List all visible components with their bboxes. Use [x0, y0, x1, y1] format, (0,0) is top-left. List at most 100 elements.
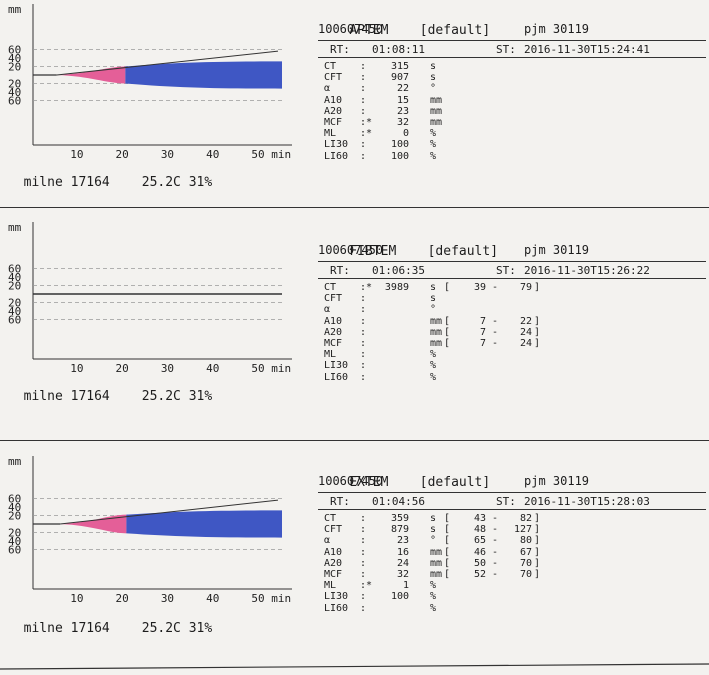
param-range-high: 22	[519, 315, 532, 327]
param-range-high: 127	[513, 524, 532, 536]
aptem-id-row: 100607450 pjm 30119	[318, 22, 706, 36]
param-unit: °	[430, 304, 437, 316]
clot-amplitude-segment	[125, 61, 283, 89]
param-value: 24	[396, 557, 409, 569]
param-separator: :	[360, 72, 367, 84]
fibtem-param-row: ML:%	[318, 349, 706, 360]
param-unit: %	[430, 360, 437, 372]
aptem-rt-label: RT:	[330, 43, 350, 56]
section-divider	[0, 207, 709, 208]
param-value: 100	[390, 591, 409, 603]
param-value: 879	[390, 524, 409, 536]
fibtem-st-value: 2016-11-30T15:26:22	[524, 264, 650, 277]
fibtem-rt-value: 01:06:35	[372, 264, 425, 277]
param-separator: :	[360, 293, 367, 305]
x-tick-label: 20	[116, 148, 129, 161]
param-name: CFT	[324, 72, 343, 84]
extem-rt-label: RT:	[330, 495, 350, 508]
param-unit: mm	[430, 546, 443, 558]
param-range-open-bracket: [	[444, 568, 451, 580]
param-unit: mm	[430, 568, 443, 580]
clot-amplitude-segment	[126, 510, 282, 538]
x-tick-label: 30	[161, 592, 174, 605]
param-range-close-bracket: ]	[534, 326, 541, 338]
y-unit-label: mm	[8, 455, 22, 468]
extem-param-row: ML:* 1%	[318, 580, 706, 591]
extem-param-row: LI30: 100%	[318, 591, 706, 602]
param-range-close-bracket: ]	[534, 282, 541, 293]
y-tick-label: 60	[8, 44, 21, 57]
param-value: 1	[402, 580, 409, 592]
fibtem-id-row: 100607450 pjm 30119	[318, 243, 706, 257]
param-name: α	[324, 535, 331, 547]
param-range-dash: -	[492, 282, 499, 293]
fibtem-mode: [default]	[427, 244, 499, 259]
x-tick-label: 40	[206, 592, 219, 605]
param-range-open-bracket: [	[444, 326, 451, 338]
param-unit: %	[430, 591, 437, 603]
param-unit: %	[430, 150, 437, 162]
aptem-st-label: ST:	[496, 43, 516, 56]
param-range-low: 7	[479, 337, 486, 349]
extem-footer-temp: 25.2C 31%	[141, 621, 213, 636]
aptem-parameters: CT: 315 s CFT: 907 s α: 22 ° A10: 15 mm A20: 23 mm MCF:…	[318, 58, 706, 162]
param-unit: mm	[430, 94, 443, 106]
param-value: 907	[390, 72, 409, 84]
param-range-open-bracket: [	[444, 315, 451, 327]
fibtem-param-row: LI30:%	[318, 360, 706, 371]
extem-operator: pjm 30119	[524, 474, 590, 488]
fibtem-title-row: FIBTEM [default]	[318, 229, 706, 259]
y-tick-label: 40	[8, 271, 21, 284]
param-name: α	[324, 304, 331, 316]
y-tick-label: 60	[8, 263, 21, 276]
param-range-low: 43	[473, 513, 486, 524]
param-separator: :	[360, 315, 367, 327]
param-range-open-bracket: [	[444, 282, 451, 293]
param-separator: :	[360, 557, 367, 569]
y-unit-label: mm	[8, 221, 22, 234]
y-tick-label: 60	[8, 493, 21, 506]
param-range-close-bracket: ]	[534, 337, 541, 349]
aptem-time-row: RT: 01:08:11 ST: 2016-11-30T15:24:41	[318, 40, 706, 58]
param-range-open-bracket: [	[444, 535, 451, 547]
param-range-close-bracket: ]	[534, 568, 541, 580]
extem-footer-name: milne 17164	[23, 621, 110, 636]
aptem-param-row: LI30: 100%	[318, 139, 706, 150]
param-range-close-bracket: ]	[534, 557, 541, 569]
x-tick-label: 50 min	[251, 148, 291, 161]
extem-time-row: RT: 01:04:56 ST: 2016-11-30T15:28:03	[318, 492, 706, 510]
param-range-high: 79	[519, 282, 532, 293]
y-tick-label: 60	[8, 95, 21, 108]
param-name: A10	[324, 315, 343, 327]
param-range-low: 65	[473, 535, 486, 547]
fibtem-param-row: LI60:%	[318, 372, 706, 383]
param-separator: :	[360, 546, 367, 558]
x-tick-label: 40	[206, 148, 219, 161]
extem-test-name: EXTEM	[349, 475, 389, 490]
param-name: CFT	[324, 524, 343, 536]
page-bottom-rule	[0, 663, 709, 670]
param-separator: :	[360, 61, 367, 72]
param-unit: mm	[430, 326, 443, 338]
param-name: ML	[324, 580, 337, 592]
param-unit: °	[430, 535, 437, 547]
param-range-dash: -	[492, 315, 499, 327]
param-name: A20	[324, 326, 343, 338]
fibtem-param-row: CT:* 3989 s 39- 79 []	[318, 282, 706, 293]
param-range-open-bracket: [	[444, 557, 451, 569]
y-tick-label: 20	[8, 510, 21, 523]
param-value: 32	[396, 568, 409, 580]
x-tick-label: 50 min	[251, 592, 291, 605]
param-unit: s	[430, 61, 437, 72]
param-value: 23	[396, 535, 409, 547]
reference-curve	[56, 50, 279, 76]
y-unit-label: mm	[8, 3, 22, 16]
param-range-dash: -	[492, 568, 499, 580]
aptem-test-name: APTEM	[349, 23, 389, 38]
param-range-high: 24	[519, 337, 532, 349]
fibtem-param-row: A10: mm 7- 22 []	[318, 316, 706, 327]
fibtem-param-row: CFT: s	[318, 293, 706, 304]
aptem-footer-temp: 25.2C 31%	[141, 175, 213, 190]
y-tick-label: 40	[8, 501, 21, 514]
